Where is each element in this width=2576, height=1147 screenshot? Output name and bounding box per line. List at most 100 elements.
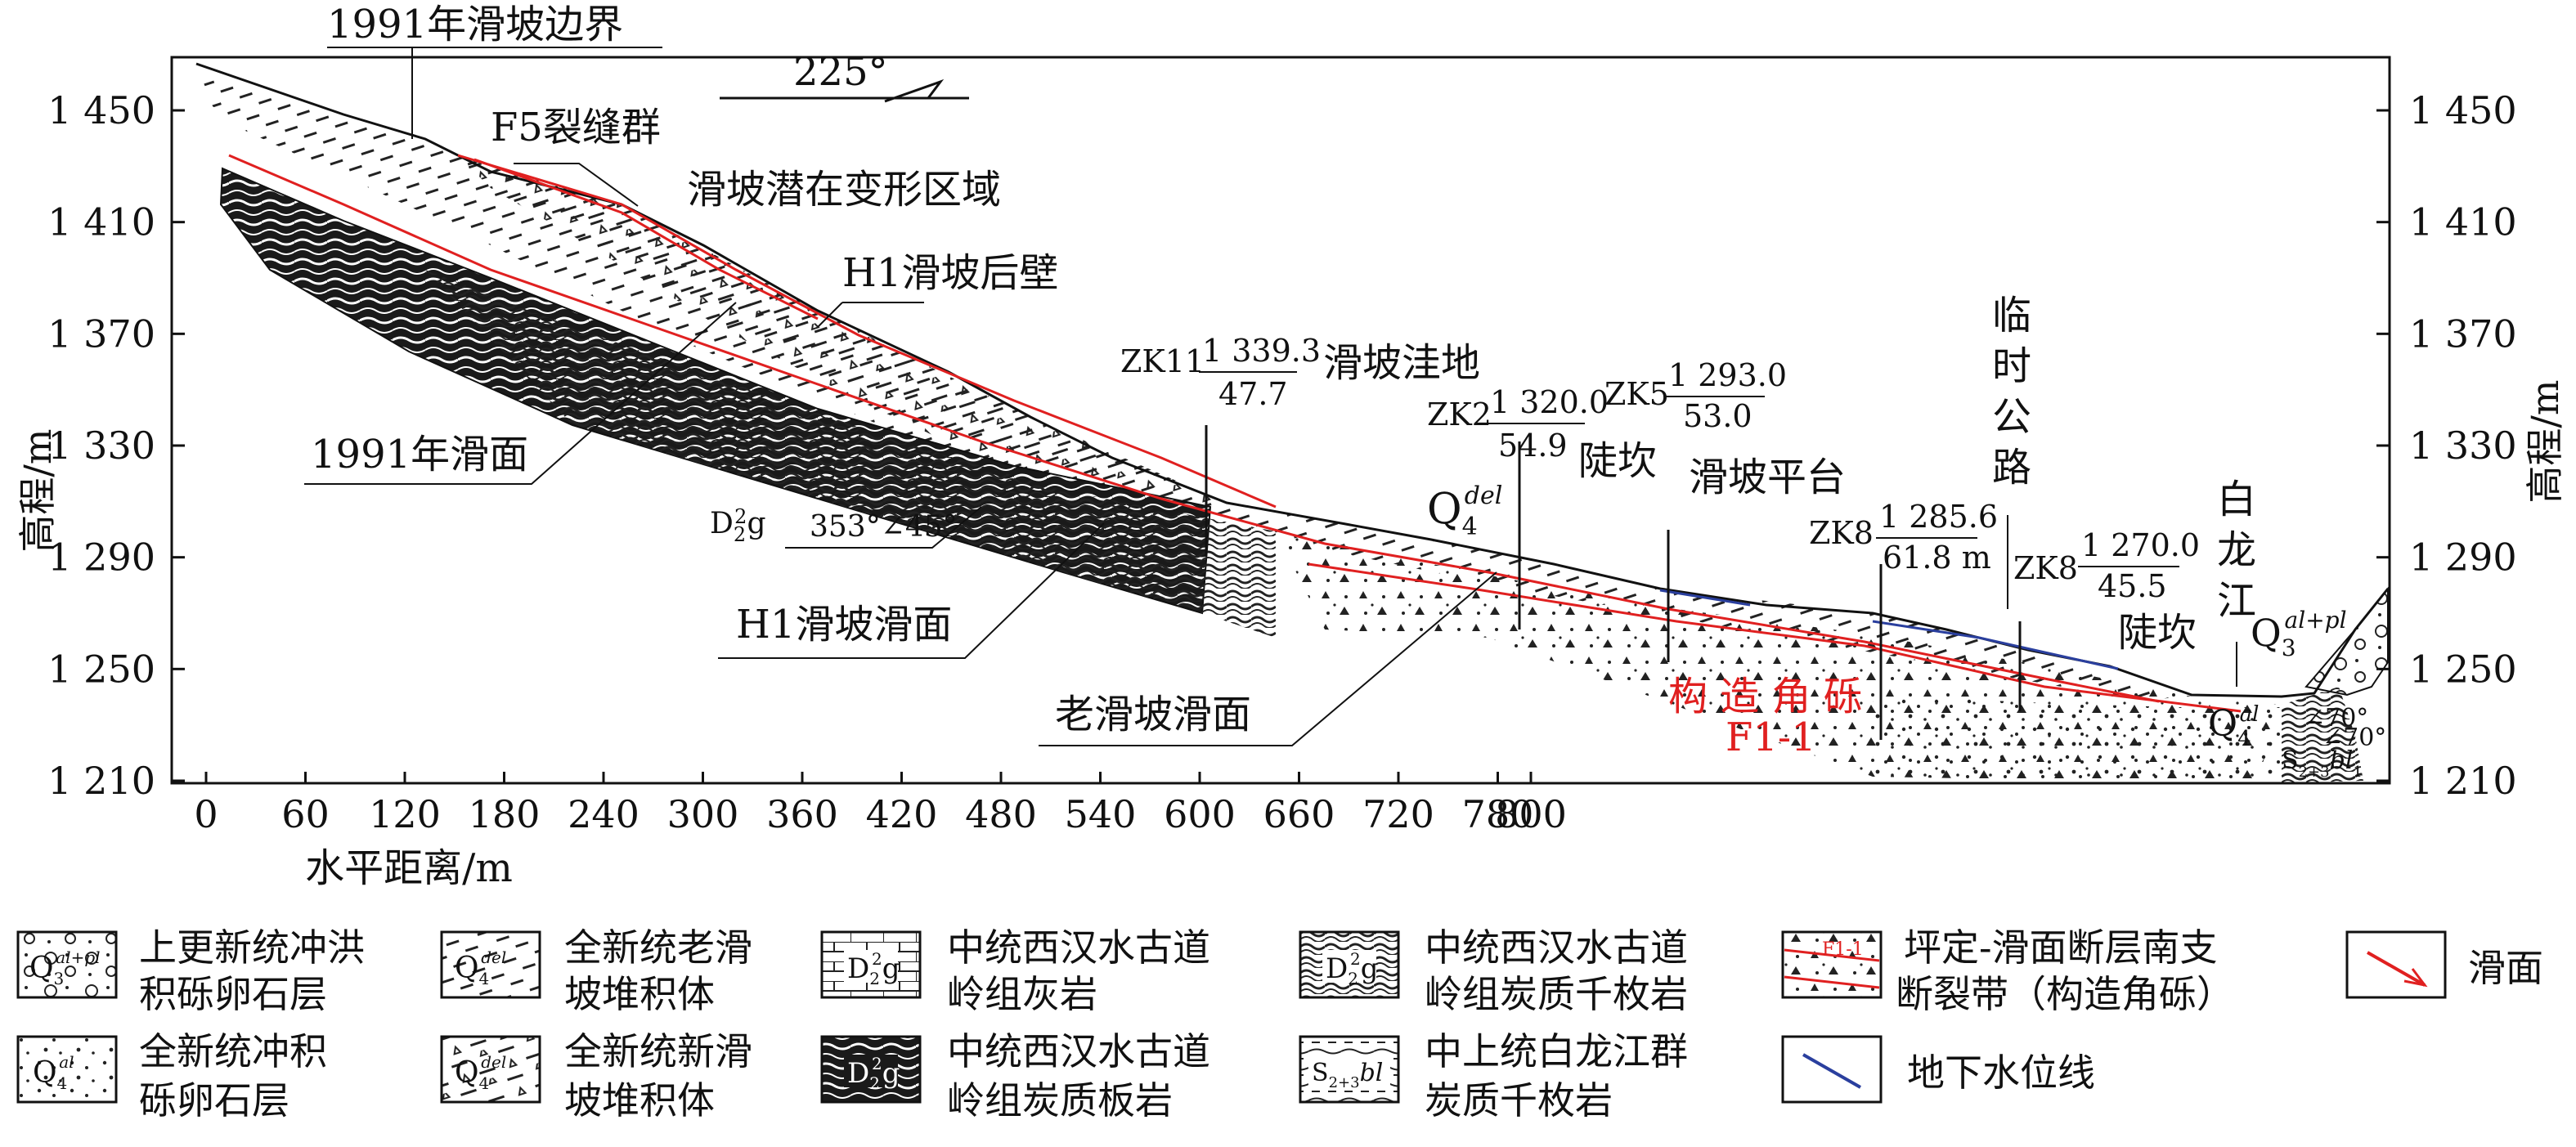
borehole-zk8b: ZK8 1 270.0 45.5	[2013, 527, 2200, 604]
legend-line1: 全新统老滑	[564, 925, 752, 970]
x-tick-label: 780	[1462, 792, 1534, 836]
y-axis-label-left: 高程/m	[16, 428, 60, 552]
label-s-bl: S2+3bl1	[2282, 746, 2363, 781]
y-tick-label-right: 1 450	[2409, 88, 2517, 132]
legend-symbol: Q3al+pl	[29, 948, 101, 988]
carbonaceous-phyllite-band	[425, 270, 1276, 638]
direction-arrow-head	[884, 78, 945, 103]
groundwater-lines	[1659, 589, 2119, 670]
label-old-slip: 老滑坡滑面	[1055, 692, 1251, 737]
x-tick-label: 60	[281, 792, 330, 836]
y-tick-label-right: 1 370	[2409, 311, 2517, 356]
x-ticks: 0 60 120 180 240 300 360 420 480 540 600 660 720 7808…	[194, 772, 1567, 836]
x-tick-label: 800	[1495, 792, 1567, 836]
legend-line2: 砾卵石层	[139, 1078, 289, 1122]
y-ticks-right: 1 450 1 410 1 370 1 330 1 290 1 250 1 210	[2376, 88, 2517, 803]
legend-item-q4del-old: Q4del 全新统老滑 坡堆积体	[440, 925, 752, 1016]
legend-line1: 滑面	[2468, 946, 2543, 990]
legend-line2: 积砾卵石层	[139, 972, 327, 1016]
label-d2g: D22g	[710, 505, 765, 546]
y-tick-label-left: 1 450	[47, 88, 155, 132]
borehole-elevation: 1 293.0	[1668, 357, 1787, 393]
x-tick-label: 180	[469, 792, 541, 836]
borehole-zk11: ZK11 1 339.3 47.7	[1120, 333, 1321, 412]
plot-frame	[170, 56, 2391, 785]
legend-red-line-top	[1784, 948, 1880, 962]
label-h1-slip: H1滑坡滑面	[736, 602, 952, 647]
x-tick-label: 300	[667, 792, 739, 836]
borehole-zk2: ZK2 1 320.0 54.9	[1427, 384, 1609, 464]
legend: Q3al+pl 上更新统冲洪 积砾卵石层 Q4del 全新统老滑 坡堆积体 D2…	[16, 925, 2543, 1122]
label-dip-1: ∠70°	[2304, 704, 2368, 733]
legend-symbol: D22g	[847, 1054, 900, 1093]
label-platform: 滑坡平台	[1689, 455, 1846, 500]
x-tick-label: 240	[568, 792, 640, 836]
y-tick-label-left: 1 330	[47, 423, 155, 468]
borehole-elevation: 1 270.0	[2081, 527, 2200, 563]
borehole-elevation: 1 339.3	[1202, 333, 1321, 369]
y-tick-label-right: 1 290	[2409, 535, 2517, 580]
legend-item-q3-gravel: Q3al+pl 上更新统冲洪 积砾卵石层	[16, 925, 365, 1016]
slip-surface-1991	[228, 154, 2160, 703]
label-direction: 225°	[793, 49, 888, 95]
legend-swatch	[16, 930, 118, 999]
x-tick-label: 420	[866, 792, 938, 836]
label-slip-1991: 1991年滑面	[311, 432, 528, 477]
label-dip-2: ∠70°	[2322, 724, 2386, 752]
label-q3: Q3al+pl	[2251, 607, 2347, 661]
y-tick-label-left: 1 410	[47, 200, 155, 244]
slip-surface-old	[1308, 562, 2242, 713]
borehole-zk5: ZK5 1 293.0 53.0	[1604, 357, 1787, 434]
x-tick-label: 360	[766, 792, 838, 836]
legend-line2: 岭组灰岩	[947, 972, 1097, 1016]
groundwater-line-1	[1659, 589, 1751, 607]
leader-attitude	[785, 506, 982, 549]
label-attitude: 353°∠45°	[810, 510, 958, 544]
x-tick-label: 720	[1362, 792, 1434, 836]
groundwater-line-2	[1872, 620, 2119, 670]
legend-symbol-bg	[844, 1055, 898, 1087]
legend-item-d2g-phyllite: D22g 中统西汉水古道 岭组炭质千枚岩	[1299, 925, 1688, 1016]
legend-symbol: Q4del	[455, 1052, 506, 1093]
y-tick-label-right: 1 210	[2409, 759, 2517, 803]
legend-symbol: D22g	[1326, 949, 1379, 988]
x-tick-label: 480	[965, 792, 1037, 836]
legend-line1: 坪定-滑面断层南支	[1904, 925, 2218, 970]
x-tick-label: 0	[194, 792, 218, 836]
legend-item-q4al-gravel: Q4al 全新统冲积 砾卵石层	[16, 1029, 327, 1122]
y-axis-label-right: 高程/m	[2523, 379, 2567, 503]
legend-swatch	[440, 930, 541, 999]
legend-symbol: Q4del	[455, 948, 506, 988]
borehole-depth: 61.8 m	[1883, 540, 1991, 576]
legend-item-d2g-slate: D22g 中统西汉水古道 岭组炭质板岩	[820, 1029, 1210, 1122]
y-tick-label-right: 1 330	[2409, 423, 2517, 468]
borehole-labels: ZK11 1 339.3 47.7 ZK2 1 320.0 54.9 ZK5 1…	[1120, 333, 2200, 604]
borehole-zk8a: ZK8 1 285.6 61.8 m	[1809, 499, 1998, 576]
legend-swatch	[440, 1035, 541, 1104]
label-boundary-1991: 1991年滑坡边界	[327, 2, 623, 47]
label-road: 临时公路	[1985, 294, 2031, 497]
slip-surface-h1	[457, 154, 1277, 509]
y-tick-label-left: 1 370	[47, 311, 155, 356]
leader-old-slip	[1039, 571, 1497, 746]
borehole-lines	[1205, 425, 2022, 740]
y-tick-label-right: 1 250	[2409, 647, 2517, 691]
legend-symbol: D22g	[847, 949, 900, 988]
legend-item-s-phyllite: S2+3bl 中上统白龙江群 炭质千枚岩	[1299, 1029, 1688, 1122]
y-tick-label-left: 1 210	[47, 759, 155, 803]
label-q4del: Q4del	[1427, 482, 1502, 541]
y-tick-label-right: 1 410	[2409, 200, 2517, 244]
borehole-name: ZK11	[1120, 343, 1205, 379]
legend-line2: 岭组炭质千枚岩	[1425, 972, 1688, 1016]
annotations: 1991年滑坡边界 225° F5裂缝群 滑坡潜在变形区域 H1滑坡后壁 199…	[304, 2, 2386, 781]
leader-slip-1991	[304, 302, 737, 485]
leader-h1-scarp-tail	[817, 302, 843, 328]
legend-item-d2g-limestone: D22g 中统西汉水古道 岭组灰岩	[820, 925, 1210, 1016]
legend-line1: 全新统冲积	[139, 1029, 327, 1073]
borehole-name: ZK8	[1809, 515, 1874, 551]
borehole-depth: 54.9	[1498, 428, 1568, 464]
legend-symbol: S2+3bl	[1312, 1059, 1383, 1091]
legend-symbol-bg	[1322, 950, 1376, 983]
label-breccia: 构 造 角 砾	[1668, 674, 1863, 719]
legend-line1: 中统西汉水古道	[1425, 925, 1688, 970]
